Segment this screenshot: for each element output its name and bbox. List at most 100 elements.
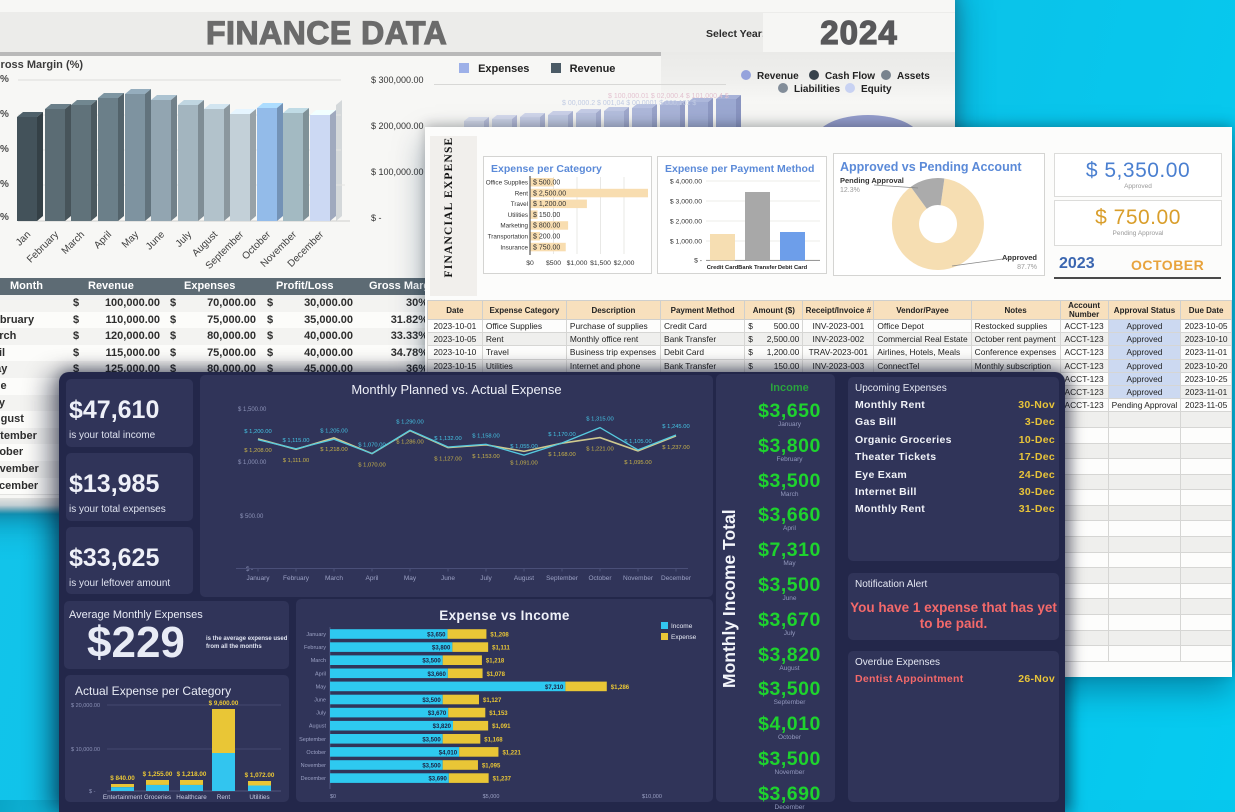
svg-text:April: April (365, 575, 379, 582)
svg-text:Healthcare: Healthcare (176, 794, 207, 801)
svg-text:$ 500.00: $ 500.00 (533, 180, 560, 187)
svg-text:$2,000: $2,000 (614, 260, 635, 267)
svg-text:May: May (316, 684, 327, 690)
svg-text:March: March (60, 229, 87, 256)
svg-text:$ 1,127.00: $ 1,127.00 (434, 457, 461, 463)
svg-text:Income: Income (671, 623, 693, 630)
svg-text:$ 1,170.00: $ 1,170.00 (548, 432, 575, 438)
svg-text:$ 3,000.00: $ 3,000.00 (670, 199, 702, 206)
svg-text:$ 00,000.2 $ 001,04 $ 00,0001: $ 00,000.2 $ 001,04 $ 00,0001 $ 000,101 … (562, 100, 696, 107)
svg-text:Assets: Assets (897, 71, 930, 82)
svg-text:$ 200.00: $ 200.00 (533, 234, 560, 241)
svg-text:$ 1,237.00: $ 1,237.00 (662, 445, 689, 451)
svg-text:$ 1,290.00: $ 1,290.00 (396, 419, 423, 425)
svg-text:$1,091: $1,091 (492, 724, 511, 730)
svg-text:Groceries: Groceries (144, 794, 171, 801)
svg-text:$ 1,500.00: $ 1,500.00 (238, 407, 267, 413)
svg-text:$3,820: $3,820 (433, 724, 452, 730)
svg-text:Office Supplies: Office Supplies (486, 180, 528, 187)
svg-text:$ 1,255.00: $ 1,255.00 (143, 771, 173, 778)
svg-text:Approved: Approved (1002, 253, 1037, 262)
svg-text:$10,000: $10,000 (642, 794, 662, 800)
svg-text:July: July (316, 711, 326, 717)
svg-text:$ 1,055.00: $ 1,055.00 (510, 444, 537, 450)
svg-text:$ -: $ - (89, 789, 96, 795)
svg-text:Credit Card: Credit Card (707, 265, 739, 271)
svg-text:$1,221: $1,221 (502, 750, 521, 756)
svg-text:$ 1,208.00: $ 1,208.00 (244, 448, 271, 454)
svg-text:$ 1,200.00: $ 1,200.00 (533, 201, 566, 208)
svg-text:September: September (299, 737, 326, 743)
svg-text:August: August (309, 724, 327, 730)
svg-text:$ -: $ - (246, 567, 253, 573)
svg-text:$ 750.00: $ 750.00 (533, 244, 560, 251)
svg-text:Travel: Travel (511, 201, 528, 208)
svg-text:$1,500: $1,500 (590, 260, 611, 267)
svg-text:June: June (441, 575, 455, 582)
svg-text:$ 10,000.00: $ 10,000.00 (71, 747, 100, 753)
svg-text:$3,500: $3,500 (422, 737, 441, 743)
svg-text:$ 1,245.00: $ 1,245.00 (662, 424, 689, 430)
svg-text:Utilities: Utilities (249, 794, 269, 801)
svg-text:$ 1,286.00: $ 1,286.00 (396, 440, 423, 446)
svg-text:February: February (304, 645, 326, 651)
svg-text:$3,660: $3,660 (427, 672, 446, 678)
svg-text:February: February (283, 575, 310, 582)
svg-text:$ 840.00: $ 840.00 (110, 775, 135, 782)
svg-text:12.3%: 12.3% (840, 187, 860, 194)
svg-text:$ 1,000.00: $ 1,000.00 (238, 460, 267, 466)
svg-text:Bank Transfer: Bank Transfer (738, 265, 777, 271)
svg-text:$1,153: $1,153 (489, 711, 508, 717)
svg-text:Transportation: Transportation (488, 234, 529, 241)
svg-text:December: December (301, 776, 327, 782)
svg-text:April: April (92, 229, 114, 251)
svg-text:$ 1,218.00: $ 1,218.00 (177, 771, 207, 778)
svg-text:Insurance: Insurance (500, 244, 528, 251)
svg-text:$ 1,072.00: $ 1,072.00 (245, 772, 275, 779)
svg-text:$ 1,315.00: $ 1,315.00 (586, 417, 613, 423)
svg-text:July: July (174, 229, 194, 249)
svg-text:$ 4,000.00: $ 4,000.00 (670, 179, 702, 186)
svg-text:$500: $500 (546, 260, 561, 267)
svg-text:$7,310: $7,310 (545, 685, 564, 691)
svg-text:March: March (311, 658, 326, 664)
svg-text:$1,286: $1,286 (611, 685, 630, 691)
svg-text:Cash Flow: Cash Flow (825, 71, 875, 82)
svg-text:September: September (546, 575, 579, 582)
svg-text:$4,010: $4,010 (439, 750, 458, 756)
svg-text:$1,218: $1,218 (486, 659, 505, 665)
svg-text:$1,127: $1,127 (483, 698, 502, 704)
svg-text:$ 1,153.00: $ 1,153.00 (472, 454, 499, 460)
svg-text:$1,078: $1,078 (487, 672, 506, 678)
svg-text:$3,650: $3,650 (427, 633, 446, 639)
svg-text:$ 1,218.00: $ 1,218.00 (320, 447, 347, 453)
svg-text:$ 1,070.00: $ 1,070.00 (358, 463, 385, 469)
svg-text:Debit Card: Debit Card (778, 265, 808, 271)
svg-text:October: October (306, 750, 326, 756)
svg-text:June: June (144, 229, 167, 252)
svg-text:$1,095: $1,095 (482, 764, 501, 770)
svg-text:$3,500: $3,500 (422, 659, 441, 665)
svg-text:$1,208: $1,208 (490, 633, 509, 639)
svg-text:$ 100,000.01 $ 02,000.4 $ 101,: $ 100,000.01 $ 02,000.4 $ 101,000.4 $ (608, 93, 729, 100)
svg-text:January: January (306, 632, 326, 638)
svg-text:$3,670: $3,670 (428, 711, 447, 717)
svg-text:Pending Approval: Pending Approval (840, 176, 904, 185)
svg-text:$ 1,111.00: $ 1,111.00 (283, 458, 310, 464)
svg-text:$ 1,200.00: $ 1,200.00 (244, 429, 271, 435)
svg-text:August: August (514, 575, 534, 582)
svg-text:$ 2,000.00: $ 2,000.00 (670, 219, 702, 226)
svg-text:$ 800.00: $ 800.00 (533, 223, 560, 230)
svg-text:$ 1,132.00: $ 1,132.00 (434, 436, 461, 442)
svg-text:December: December (661, 575, 692, 582)
svg-text:$1,237: $1,237 (493, 777, 512, 783)
svg-text:$ 150.00: $ 150.00 (533, 212, 560, 219)
svg-text:$3,800: $3,800 (432, 646, 451, 652)
svg-text:$1,111: $1,111 (492, 646, 510, 652)
svg-text:$ 20,000.00: $ 20,000.00 (71, 703, 100, 709)
svg-text:$ 2,500.00: $ 2,500.00 (533, 190, 566, 197)
svg-text:November: November (623, 575, 654, 582)
svg-text:$ 1,095.00: $ 1,095.00 (624, 460, 651, 466)
svg-text:$5,000: $5,000 (483, 794, 500, 800)
svg-text:April: April (315, 671, 326, 677)
